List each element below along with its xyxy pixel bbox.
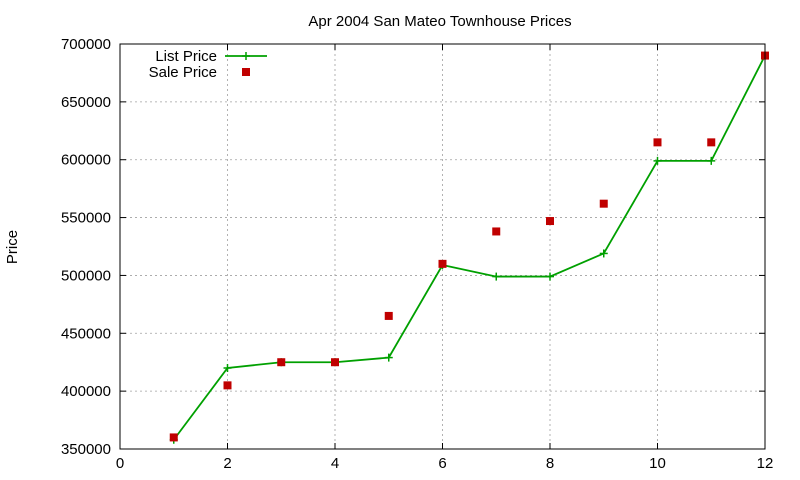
- list-price-marker: [492, 272, 501, 281]
- sale-price-point: [223, 381, 232, 390]
- x-tick-label: 0: [116, 455, 124, 472]
- y-tick-label: 650000: [61, 94, 111, 111]
- sale-price-point: [707, 138, 716, 147]
- sale-price-point: [331, 358, 339, 367]
- y-tick-label: 700000: [61, 36, 111, 53]
- y-tick-label: 350000: [61, 441, 111, 458]
- sale-price-point: [599, 199, 608, 208]
- y-tick-label: 400000: [61, 383, 111, 400]
- x-tick-label: 2: [223, 455, 231, 472]
- y-tick-label: 500000: [61, 267, 111, 284]
- legend-label-sale-price: Sale Price: [149, 64, 217, 81]
- grid-lines: [120, 44, 765, 449]
- list-price-line: [173, 55, 766, 441]
- x-tick-label: 6: [438, 455, 446, 472]
- y-axis-label: Price: [4, 230, 21, 264]
- sale-price-point: [384, 311, 393, 320]
- sale-price-point: [169, 433, 178, 442]
- chart-title: Apr 2004 San Mateo Townhouse Prices: [308, 13, 571, 30]
- sale-price-point: [438, 259, 447, 268]
- x-tick-label: 4: [331, 455, 339, 472]
- y-tick-label: 600000: [61, 152, 111, 169]
- sale-price-point: [492, 227, 501, 236]
- sale-price-point: [546, 217, 554, 226]
- list-price-marker: [707, 156, 716, 165]
- legend-marker-sale-price: [242, 68, 250, 76]
- y-tick-label: 450000: [61, 325, 111, 342]
- y-tick-label: 550000: [61, 210, 111, 227]
- list-price-marker: [599, 249, 608, 258]
- list-price-series: [169, 51, 769, 444]
- sale-price-series: [169, 51, 769, 442]
- x-tick-label: 10: [649, 455, 666, 472]
- list-price-marker: [223, 364, 232, 372]
- list-price-marker: [546, 272, 554, 281]
- axis-ticks: 0 2 4 6 8 10 12 350000 400000 450000 500000 550000 6…: [61, 36, 773, 472]
- x-tick-label: 12: [757, 455, 774, 472]
- list-price-marker: [384, 353, 393, 362]
- series-layer: [169, 51, 769, 444]
- list-price-marker: [653, 156, 662, 165]
- sale-price-point: [277, 358, 286, 367]
- x-tick-label: 8: [546, 455, 554, 472]
- sale-price-point: [653, 138, 662, 147]
- legend-label-list-price: List Price: [155, 48, 217, 65]
- legend-marker-list-price: [242, 52, 250, 60]
